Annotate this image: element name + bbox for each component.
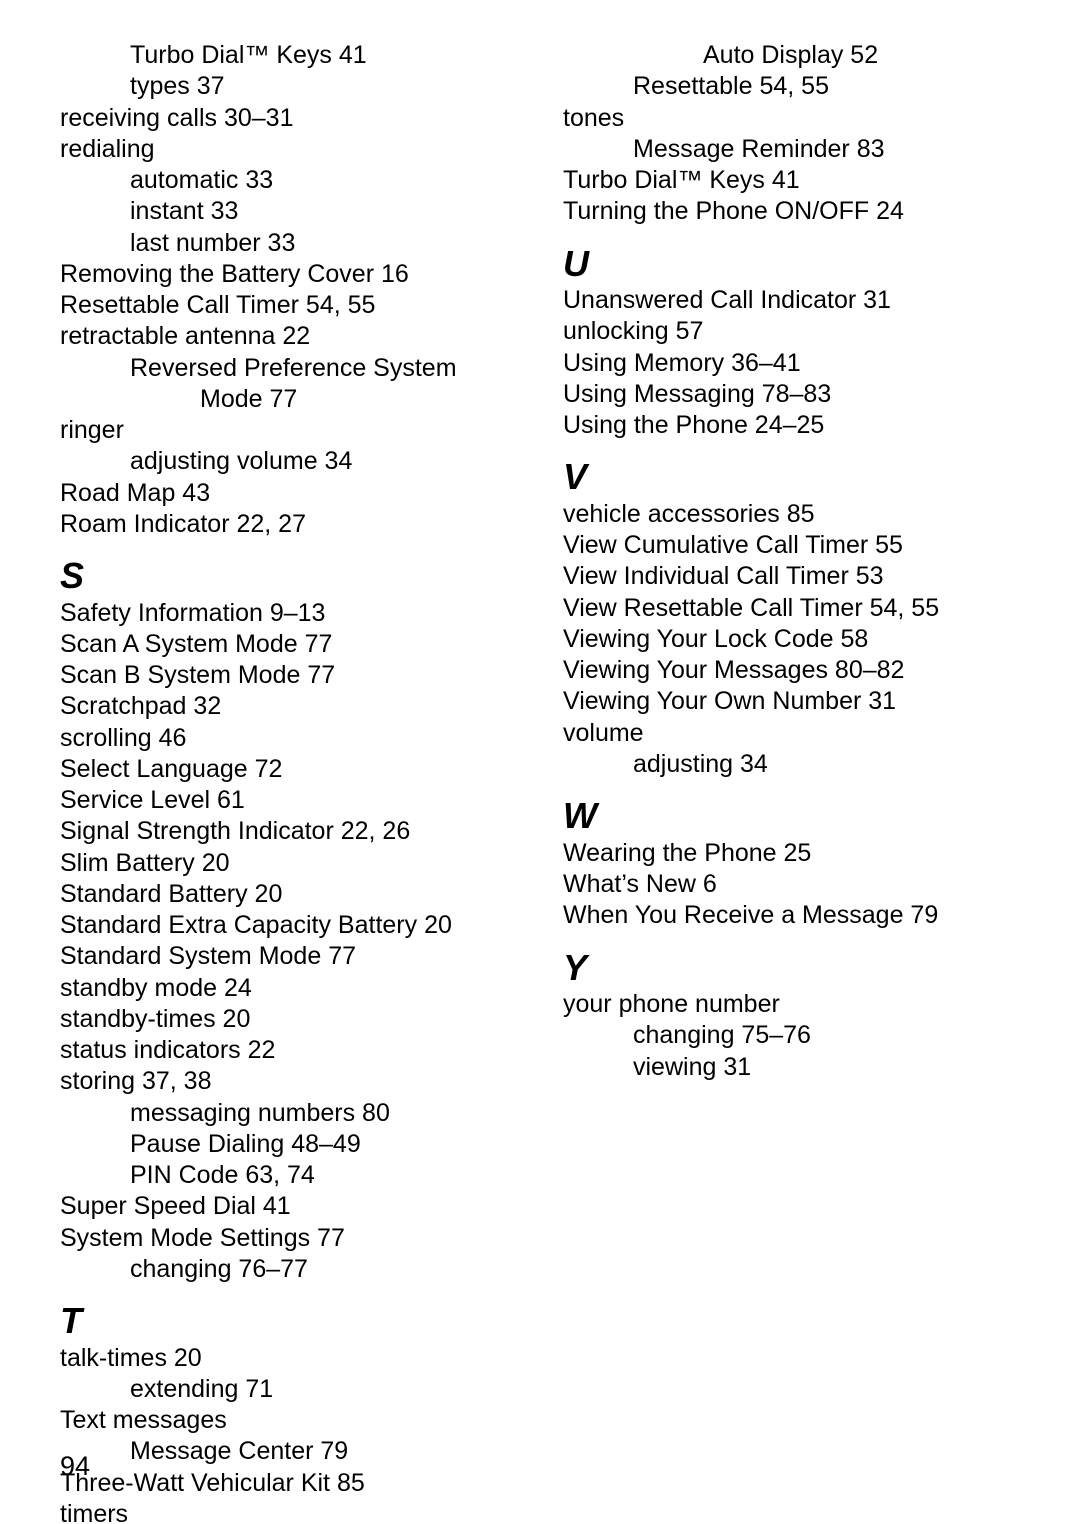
index-entry: Auto Display 52 bbox=[703, 40, 1020, 71]
index-entry: talk-times 20 bbox=[60, 1343, 517, 1374]
index-entry: storing 37, 38 bbox=[60, 1066, 517, 1097]
index-heading: W bbox=[563, 796, 1020, 836]
index-entry: Pause Dialing 48–49 bbox=[130, 1129, 517, 1160]
index-entry: PIN Code 63, 74 bbox=[130, 1160, 517, 1191]
index-entry: Roam Indicator 22, 27 bbox=[60, 509, 517, 540]
index-entry: changing 75–76 bbox=[633, 1020, 1020, 1051]
index-entry: Viewing Your Lock Code 58 bbox=[563, 624, 1020, 655]
index-entry: Reversed Preference System Mode 77 bbox=[200, 353, 517, 416]
index-entry: viewing 31 bbox=[633, 1052, 1020, 1083]
index-entry: tones bbox=[563, 103, 1020, 134]
index-column-right: Auto Display 52Resettable 54, 55tonesMes… bbox=[563, 40, 1020, 1524]
index-entry: standby mode 24 bbox=[60, 973, 517, 1004]
index-entry: Resettable 54, 55 bbox=[633, 71, 1020, 102]
index-entry: Using Messaging 78–83 bbox=[563, 379, 1020, 410]
index-entry: Three-Watt Vehicular Kit 85 bbox=[60, 1468, 517, 1499]
index-entry: Viewing Your Own Number 31 bbox=[563, 686, 1020, 717]
index-entry: Turbo Dial™ Keys 41 bbox=[563, 165, 1020, 196]
index-heading: S bbox=[60, 556, 517, 596]
index-entry: extending 71 bbox=[130, 1374, 517, 1405]
index-entry: Unanswered Call Indicator 31 bbox=[563, 285, 1020, 316]
index-entry: Turbo Dial™ Keys 41 bbox=[130, 40, 517, 71]
index-entry: your phone number bbox=[563, 989, 1020, 1020]
index-entry: adjusting volume 34 bbox=[130, 446, 517, 477]
index-entry: scrolling 46 bbox=[60, 723, 517, 754]
index-entry: changing 76–77 bbox=[130, 1254, 517, 1285]
index-entry: receiving calls 30–31 bbox=[60, 103, 517, 134]
index-entry: Service Level 61 bbox=[60, 785, 517, 816]
index-entry: instant 33 bbox=[130, 196, 517, 227]
index-entry: Viewing Your Messages 80–82 bbox=[563, 655, 1020, 686]
page-number: 94 bbox=[60, 1450, 90, 1484]
index-entry: status indicators 22 bbox=[60, 1035, 517, 1066]
index-entry: Turning the Phone ON/OFF 24 bbox=[563, 196, 1020, 227]
index-entry: Text messages bbox=[60, 1405, 517, 1436]
index-entry: ringer bbox=[60, 415, 517, 446]
index-entry: messaging numbers 80 bbox=[130, 1098, 517, 1129]
index-entry: View Cumulative Call Timer 55 bbox=[563, 530, 1020, 561]
index-entry: Standard System Mode 77 bbox=[60, 941, 517, 972]
index-entry: Message Reminder 83 bbox=[633, 134, 1020, 165]
index-entry: Standard Battery 20 bbox=[60, 879, 517, 910]
columns-container: Turbo Dial™ Keys 41types 37receiving cal… bbox=[60, 40, 1020, 1524]
index-entry: Super Speed Dial 41 bbox=[60, 1191, 517, 1222]
index-entry: System Mode Settings 77 bbox=[60, 1223, 517, 1254]
index-heading: Y bbox=[563, 948, 1020, 988]
index-entry: redialing bbox=[60, 134, 517, 165]
index-entry: What’s New 6 bbox=[563, 869, 1020, 900]
index-heading: V bbox=[563, 457, 1020, 497]
index-entry: Using the Phone 24–25 bbox=[563, 410, 1020, 441]
index-entry: Slim Battery 20 bbox=[60, 848, 517, 879]
index-entry: types 37 bbox=[130, 71, 517, 102]
index-entry: retractable antenna 22 bbox=[60, 321, 517, 352]
index-entry: standby-times 20 bbox=[60, 1004, 517, 1035]
index-entry: Resettable Call Timer 54, 55 bbox=[60, 290, 517, 321]
index-entry: View Resettable Call Timer 54, 55 bbox=[563, 593, 1020, 624]
index-entry: Scratchpad 32 bbox=[60, 691, 517, 722]
index-entry: Scan A System Mode 77 bbox=[60, 629, 517, 660]
index-entry: Standard Extra Capacity Battery 20 bbox=[60, 910, 517, 941]
index-entry: Safety Information 9–13 bbox=[60, 598, 517, 629]
index-column-left: Turbo Dial™ Keys 41types 37receiving cal… bbox=[60, 40, 517, 1524]
index-entry: last number 33 bbox=[130, 228, 517, 259]
index-entry: automatic 33 bbox=[130, 165, 517, 196]
index-entry: vehicle accessories 85 bbox=[563, 499, 1020, 530]
index-heading: U bbox=[563, 244, 1020, 284]
index-entry: unlocking 57 bbox=[563, 316, 1020, 347]
index-entry: Signal Strength Indicator 22, 26 bbox=[60, 816, 517, 847]
index-entry: Road Map 43 bbox=[60, 478, 517, 509]
index-entry: volume bbox=[563, 718, 1020, 749]
index-heading: T bbox=[60, 1301, 517, 1341]
index-entry: Removing the Battery Cover 16 bbox=[60, 259, 517, 290]
index-entry: When You Receive a Message 79 bbox=[563, 900, 1020, 931]
index-entry: Scan B System Mode 77 bbox=[60, 660, 517, 691]
index-entry: adjusting 34 bbox=[633, 749, 1020, 780]
index-entry: Using Memory 36–41 bbox=[563, 348, 1020, 379]
index-entry: Message Center 79 bbox=[130, 1436, 517, 1467]
index-entry: View Individual Call Timer 53 bbox=[563, 561, 1020, 592]
index-entry: timers bbox=[60, 1499, 517, 1524]
index-entry: Wearing the Phone 25 bbox=[563, 838, 1020, 869]
index-entry: Select Language 72 bbox=[60, 754, 517, 785]
index-page: Turbo Dial™ Keys 41types 37receiving cal… bbox=[0, 0, 1080, 1524]
